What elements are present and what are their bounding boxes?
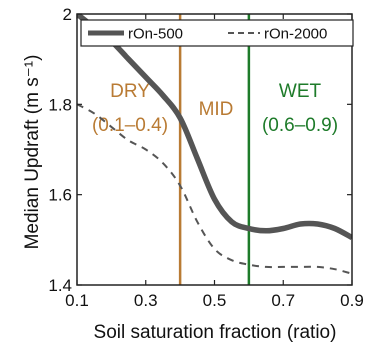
legend: rOn-500 rOn-2000 — [80, 19, 354, 47]
x-tick-label: 0.9 — [340, 291, 364, 310]
region-label-wet: WET — [279, 81, 322, 102]
series-line-ron-2000 — [77, 103, 352, 275]
region-label-wet-range: (0.6–0.9) — [262, 115, 338, 136]
x-tick-label: 0.1 — [65, 291, 89, 310]
y-axis-title: Median Updraft (m s⁻¹) — [22, 55, 43, 250]
legend-box — [80, 19, 354, 47]
region-label-dry: DRY — [110, 81, 150, 102]
y-tick-label: 1.6 — [48, 186, 72, 205]
y-tick-label: 1.8 — [48, 95, 72, 114]
plot-area: DRY (0.1–0.4) MID WET (0.6–0.9) 0.1 0.3 0.5 0.7 0… — [48, 5, 363, 310]
series-line-ron-500 — [77, 14, 352, 241]
region-label-dry-range: (0.1–0.4) — [92, 115, 168, 136]
x-tick-label: 0.7 — [271, 291, 295, 310]
axes-frame — [76, 13, 353, 286]
legend-label-ron-2000: rOn-2000 — [264, 26, 327, 43]
region-label-mid: MID — [199, 99, 234, 120]
y-tick-label: 1.4 — [48, 276, 72, 295]
x-axis-title: Soil saturation fraction (ratio) — [94, 322, 337, 342]
x-tick-label: 0.5 — [203, 291, 227, 310]
x-tick-label: 0.3 — [134, 291, 158, 310]
legend-label-ron-500: rOn-500 — [128, 26, 183, 43]
y-tick-label: 2 — [63, 5, 72, 24]
